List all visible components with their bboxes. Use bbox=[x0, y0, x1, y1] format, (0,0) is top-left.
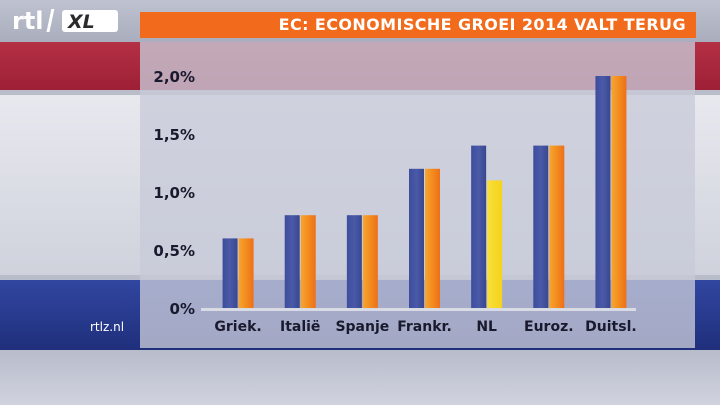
y-tick-label: 2,0% bbox=[153, 68, 195, 86]
bar-series-2 bbox=[362, 215, 378, 308]
svg-text:XL: XL bbox=[67, 11, 95, 33]
y-tick-label: 1,0% bbox=[153, 184, 195, 202]
chart-baseline bbox=[201, 308, 636, 311]
bar-chart: 2,0% 1,5% 1,0% 0,5% 0% Griek. Italië Spanje Fran… bbox=[153, 68, 637, 335]
x-tick-label: Frankr. bbox=[397, 319, 452, 335]
bar-series-1 bbox=[346, 215, 362, 308]
bar-series-2 bbox=[238, 238, 254, 308]
bar-series-1 bbox=[284, 215, 300, 308]
bottom-band bbox=[0, 350, 720, 405]
bar-series-1 bbox=[471, 145, 487, 308]
bar-series-1 bbox=[409, 168, 424, 308]
x-tick-label: Euroz. bbox=[524, 319, 574, 335]
y-tick-label: 0,5% bbox=[153, 242, 195, 260]
bar-series-2 bbox=[487, 180, 503, 308]
bar-series-2 bbox=[300, 215, 316, 308]
x-tick-label: Duitsl. bbox=[585, 319, 637, 335]
bar-series-1 bbox=[222, 238, 238, 308]
rtl-xl-logo: rtl XL bbox=[10, 6, 120, 36]
x-tick-label: Griek. bbox=[214, 319, 261, 335]
x-tick-label: Spanje bbox=[335, 319, 389, 335]
x-tick-label: NL bbox=[476, 319, 497, 335]
bar-series-2 bbox=[425, 168, 440, 308]
title-bar: EC: ECONOMISCHE GROEI 2014 VALT TERUG bbox=[140, 12, 696, 38]
bar-series-1 bbox=[533, 145, 549, 308]
page-title: EC: ECONOMISCHE GROEI 2014 VALT TERUG bbox=[278, 15, 686, 34]
bar-series-1 bbox=[595, 76, 611, 308]
source-label: rtlz.nl bbox=[90, 320, 125, 334]
svg-text:rtl: rtl bbox=[12, 7, 44, 35]
bar-series-2 bbox=[549, 145, 565, 308]
bar-series-2 bbox=[611, 76, 627, 308]
y-tick-label: 1,5% bbox=[153, 126, 195, 144]
y-tick-label: 0% bbox=[170, 300, 195, 318]
x-tick-label: Italië bbox=[280, 319, 320, 335]
